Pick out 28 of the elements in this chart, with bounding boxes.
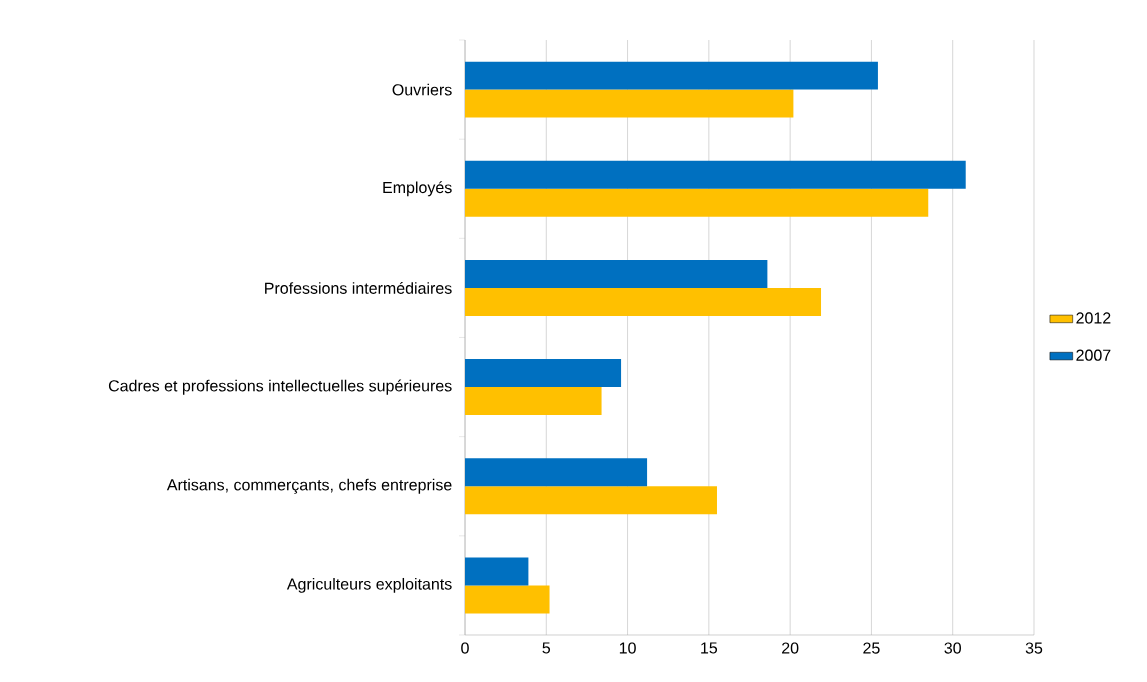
bar bbox=[465, 89, 794, 118]
bar bbox=[465, 160, 966, 189]
x-tick-label: 0 bbox=[461, 642, 469, 654]
bar bbox=[465, 61, 878, 90]
x-tick-label: 5 bbox=[542, 642, 551, 654]
bar bbox=[465, 359, 622, 388]
bar bbox=[465, 188, 929, 217]
x-tick-label: 30 bbox=[944, 642, 961, 654]
y-tick-label: Cadres et professions intellectuelles supérieures bbox=[108, 379, 452, 395]
bar bbox=[465, 585, 550, 614]
x-tick-label: 15 bbox=[701, 642, 718, 654]
bar bbox=[465, 287, 822, 316]
legend-label: 2007 bbox=[1076, 349, 1111, 361]
bar bbox=[465, 259, 768, 288]
x-tick-label: 35 bbox=[1025, 642, 1043, 654]
bar bbox=[465, 486, 717, 515]
x-tick-label: 25 bbox=[863, 642, 880, 654]
x-tick-label: 10 bbox=[619, 642, 636, 654]
x-tick-label: 20 bbox=[782, 642, 799, 654]
y-tick-label: Agriculteurs exploitants bbox=[286, 577, 452, 593]
y-tick-label: Artisans, commerçants, chefs entreprise bbox=[166, 478, 452, 494]
bar bbox=[465, 458, 648, 487]
y-tick-label: Employés bbox=[383, 181, 452, 197]
y-tick-label: Ouvriers bbox=[392, 83, 452, 96]
bar bbox=[465, 387, 602, 416]
legend-label: 2012 bbox=[1076, 312, 1111, 324]
bar bbox=[465, 557, 529, 586]
y-tick-label: Professions intermédiaires bbox=[265, 281, 452, 294]
